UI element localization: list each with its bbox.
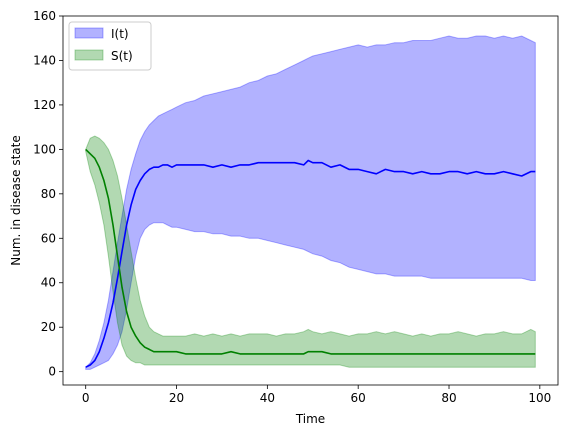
line-i-t — [85, 159, 536, 368]
legend-label-s-t: S(t) — [111, 49, 133, 63]
y-tick-label: 140 — [33, 53, 56, 67]
x-axis-ticks: 0 20 40 60 80 100 — [82, 385, 551, 405]
x-tick-label: 100 — [528, 391, 551, 405]
y-tick-label: 0 — [48, 365, 56, 379]
mean-lines — [85, 148, 536, 368]
plot-area-frame — [62, 15, 559, 386]
y-axis-ticks: 0 20 40 60 80 100 120 140 160 — [33, 9, 63, 379]
y-tick-label: 80 — [41, 187, 56, 201]
y-tick-label: 120 — [33, 98, 56, 112]
y-tick-label: 20 — [41, 320, 56, 334]
legend-swatch-s-t — [74, 49, 104, 61]
x-tick-label: 60 — [351, 391, 366, 405]
x-tick-label: 20 — [169, 391, 184, 405]
legend-swatch-i-t — [74, 27, 104, 39]
x-tick-label: 80 — [441, 391, 456, 405]
x-tick-label: 40 — [260, 391, 275, 405]
confidence-bands — [85, 35, 536, 370]
y-axis-title: Num. in disease state — [9, 135, 23, 265]
legend: I(t) S(t) — [68, 21, 152, 71]
x-tick-label: 0 — [82, 391, 90, 405]
y-tick-label: 60 — [41, 231, 56, 245]
y-tick-label: 160 — [33, 9, 56, 23]
y-tick-label: 100 — [33, 142, 56, 156]
legend-box — [68, 21, 152, 71]
y-tick-label: 40 — [41, 276, 56, 290]
band-i-t — [85, 35, 536, 370]
legend-label-i-t: I(t) — [111, 27, 129, 41]
band-s-t — [85, 135, 536, 368]
line-s-t — [85, 148, 536, 355]
x-axis-title: Time — [295, 412, 325, 426]
